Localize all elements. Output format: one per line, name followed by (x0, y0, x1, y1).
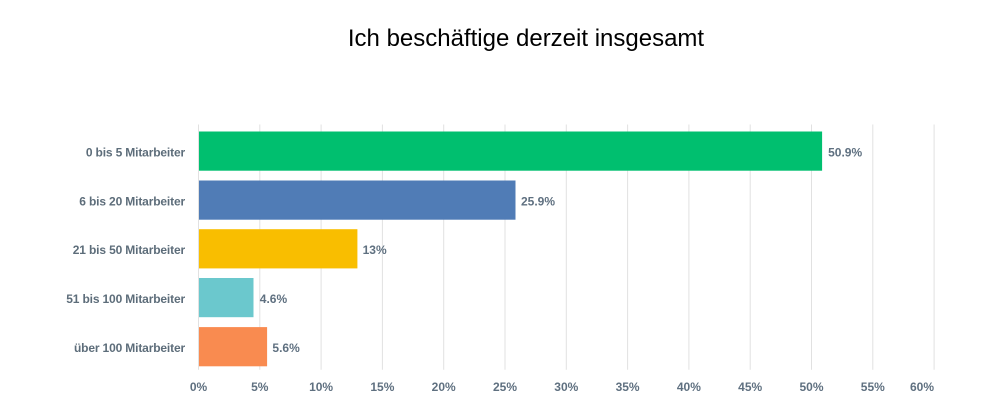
svg-text:über 100 Mitarbeiter: über 100 Mitarbeiter (74, 341, 186, 355)
svg-text:40%: 40% (677, 380, 701, 394)
svg-text:25.9%: 25.9% (521, 195, 555, 209)
svg-text:0%: 0% (190, 380, 208, 394)
svg-text:13%: 13% (363, 243, 387, 257)
svg-text:35%: 35% (616, 380, 640, 394)
svg-text:55%: 55% (861, 380, 885, 394)
svg-text:45%: 45% (738, 380, 762, 394)
svg-text:51 bis 100 Mitarbeiter: 51 bis 100 Mitarbeiter (66, 292, 185, 306)
svg-text:21 bis 50 Mitarbeiter: 21 bis 50 Mitarbeiter (73, 243, 186, 257)
svg-text:15%: 15% (370, 380, 394, 394)
svg-text:5.6%: 5.6% (272, 341, 300, 355)
svg-text:20%: 20% (432, 380, 456, 394)
svg-text:6 bis 20 Mitarbeiter: 6 bis 20 Mitarbeiter (79, 195, 185, 209)
svg-text:4.6%: 4.6% (260, 292, 288, 306)
svg-text:0 bis 5 Mitarbeiter: 0 bis 5 Mitarbeiter (86, 146, 186, 160)
svg-text:5%: 5% (251, 380, 269, 394)
svg-text:50.9%: 50.9% (828, 146, 862, 160)
svg-text:50%: 50% (799, 380, 823, 394)
svg-text:10%: 10% (309, 380, 333, 394)
svg-text:25%: 25% (493, 380, 517, 394)
svg-text:Ich beschäftige derzeit insges: Ich beschäftige derzeit insgesamt (348, 25, 705, 52)
svg-text:60%: 60% (910, 380, 934, 394)
svg-text:30%: 30% (554, 380, 578, 394)
